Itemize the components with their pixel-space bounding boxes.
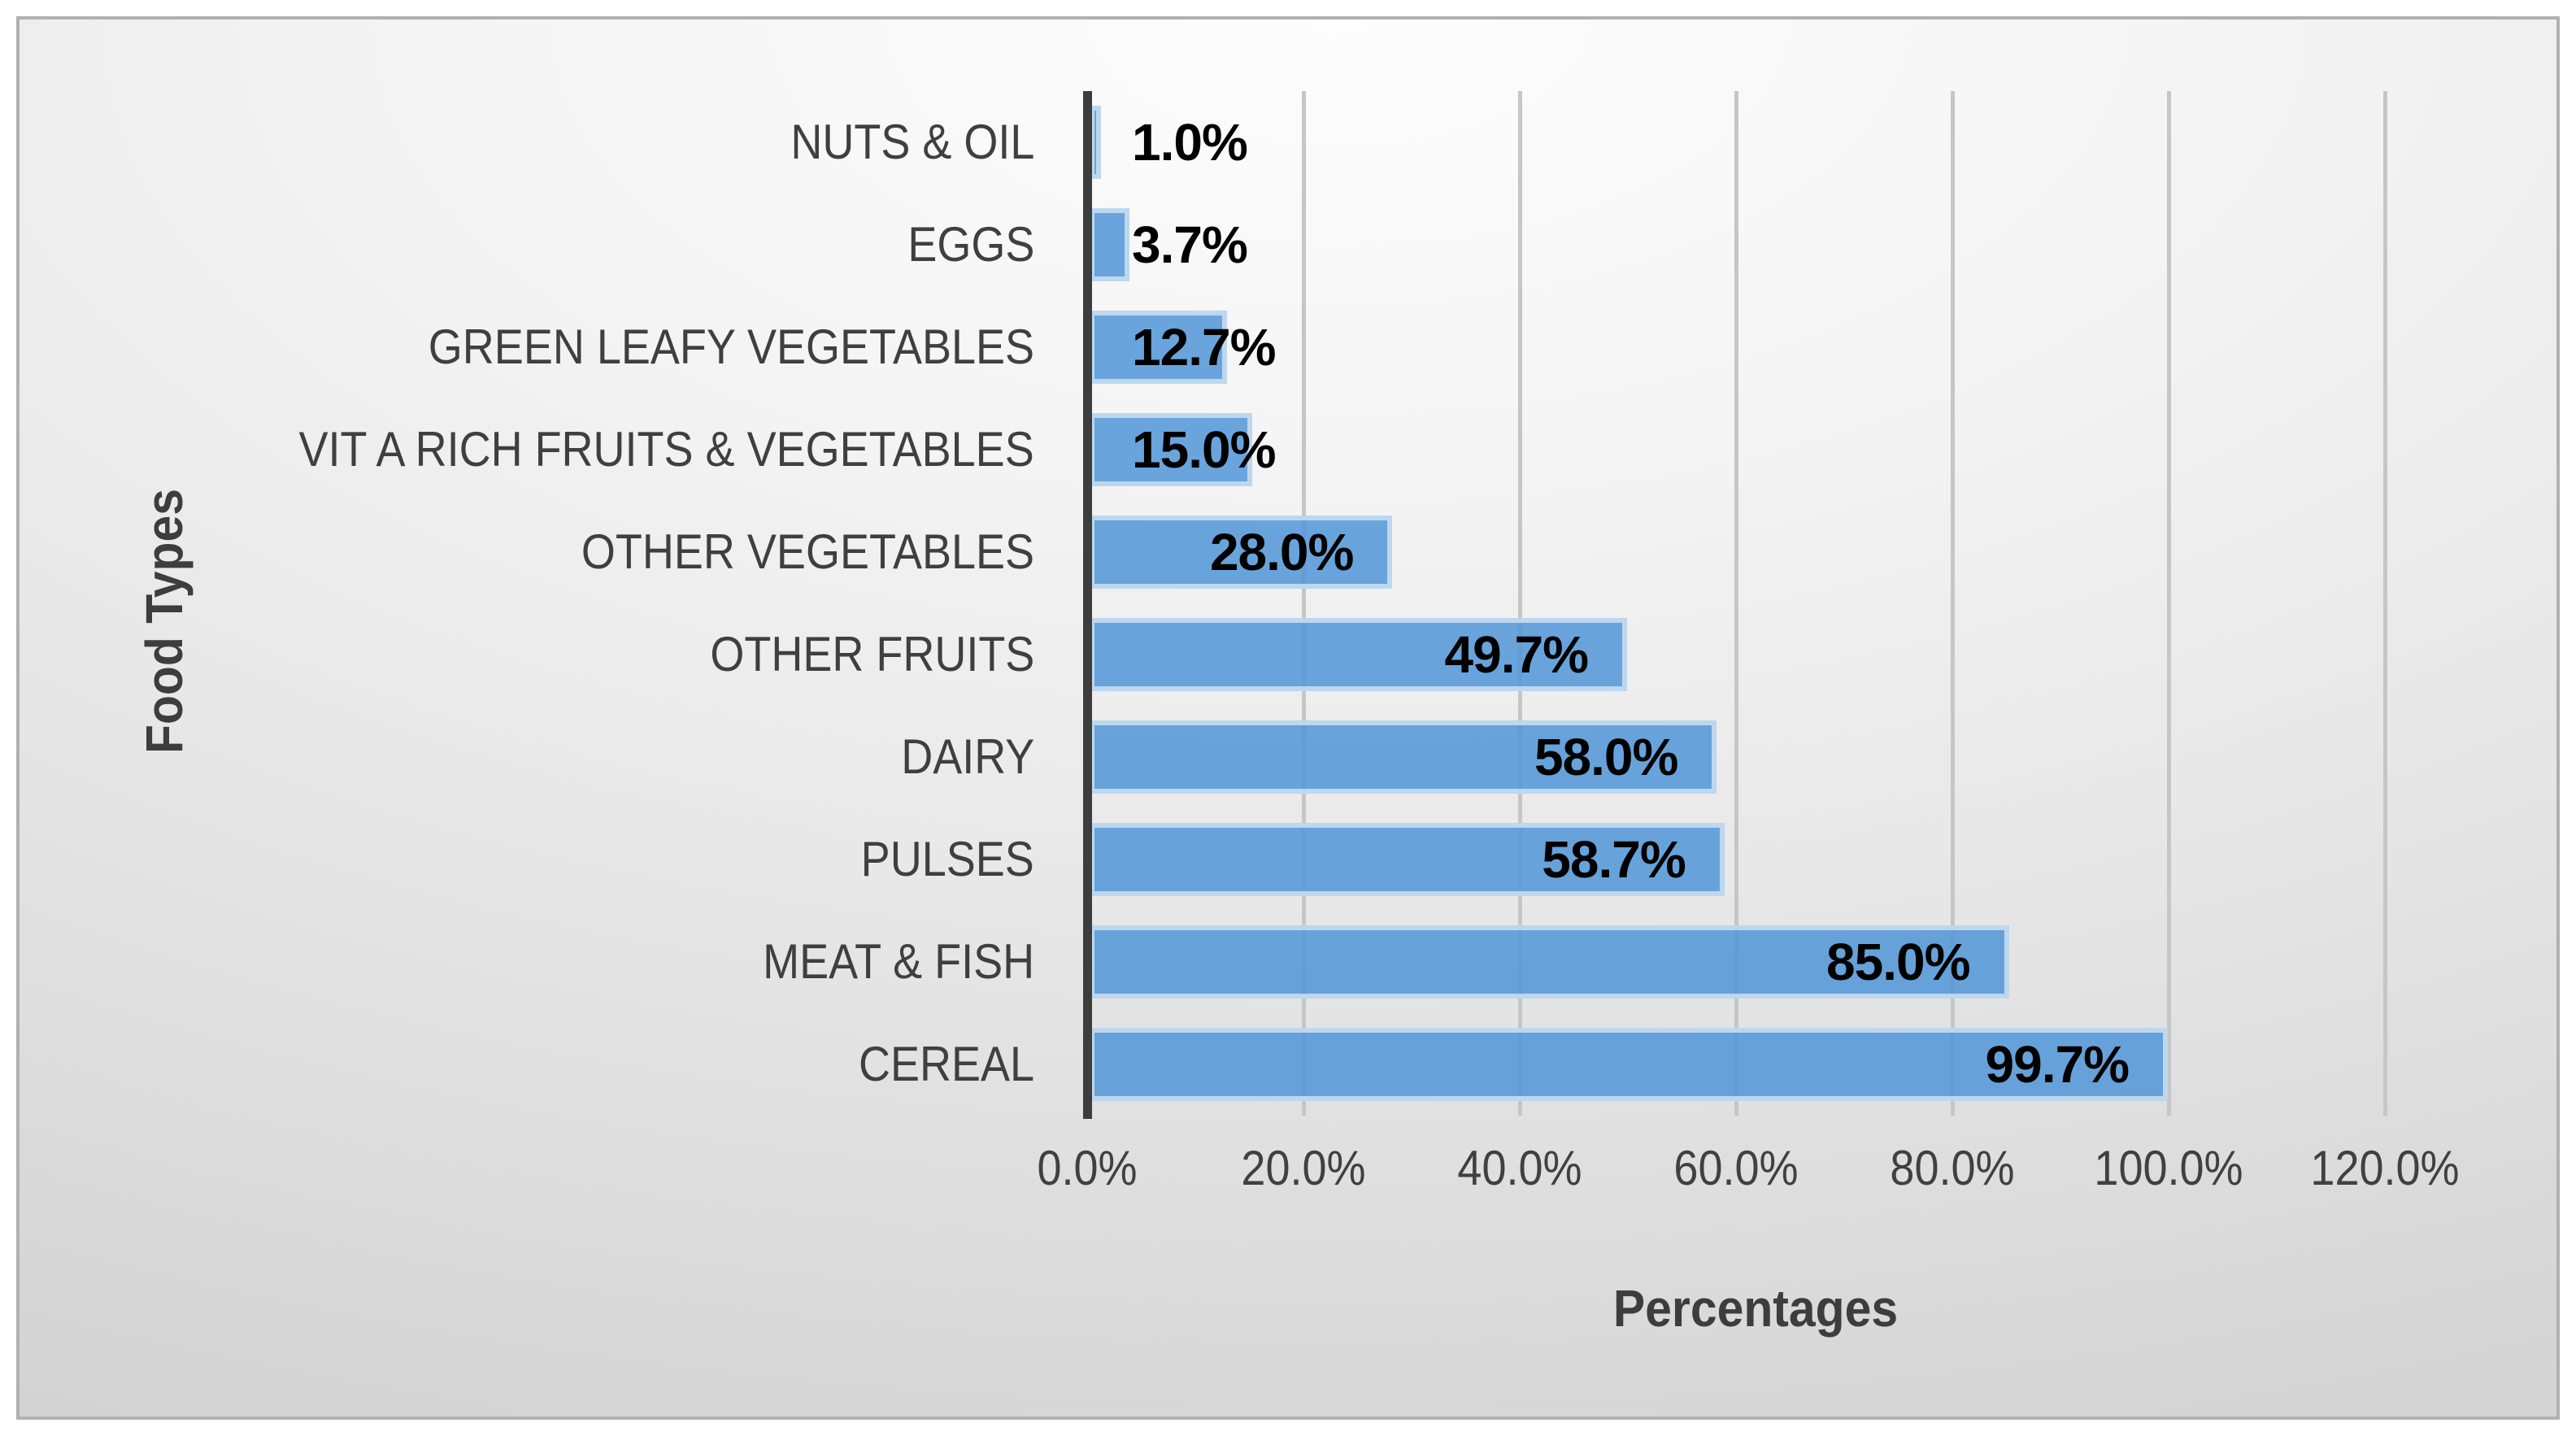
gridline	[1302, 91, 1306, 1116]
category-label-text: NUTS & OIL	[790, 115, 1034, 169]
bar	[1090, 106, 1101, 179]
bar	[1090, 311, 1227, 384]
gridline	[1518, 91, 1522, 1116]
gridline	[1951, 91, 1955, 1116]
category-label: DAIRY	[33, 706, 1034, 808]
bar	[1090, 823, 1725, 896]
x-tick-label: 60.0%	[1673, 1142, 1874, 1194]
x-axis-title: Percentages	[1613, 1278, 2065, 1338]
y-axis-line	[1083, 91, 1092, 1119]
category-label: OTHER VEGETABLES	[33, 501, 1034, 603]
bar-data-label: 85.0%	[1826, 933, 1970, 991]
x-tick-label: 100.0%	[2094, 1142, 2334, 1194]
plot-area: 1.0% 3.7% 12.7% 15.0% 28.0% 49.7% 58.0% 58.7% 85…	[1087, 91, 2387, 1116]
category-label-text: DAIRY	[900, 729, 1034, 784]
category-label: GREEN LEAFY VEGETABLES	[33, 296, 1034, 398]
category-label: NUTS & OIL	[33, 91, 1034, 194]
category-label: OTHER FRUITS	[33, 603, 1034, 706]
x-tick-label-text: 120.0%	[2310, 1141, 2460, 1195]
bar	[1090, 618, 1627, 691]
category-label: PULSES	[33, 808, 1034, 911]
gridline	[2167, 91, 2171, 1116]
chart-frame: Food Types Percentages	[16, 16, 2560, 1420]
category-label-text: GREEN LEAFY VEGETABLES	[428, 320, 1034, 374]
x-tick-label-text: 100.0%	[2094, 1141, 2243, 1195]
category-label: CEREAL	[33, 1013, 1034, 1116]
gridline	[2383, 91, 2387, 1116]
bar-data-label: 1.0%	[1132, 113, 1248, 172]
x-tick-label-text: 80.0%	[1890, 1141, 2015, 1195]
x-tick-label: 20.0%	[1241, 1142, 1442, 1194]
x-tick-label: 40.0%	[1457, 1142, 1658, 1194]
bar-data-label: 58.0%	[1534, 728, 1678, 786]
gridline	[1734, 91, 1738, 1116]
x-tick-label-text: 20.0%	[1241, 1141, 1366, 1195]
x-tick-label: 0.0%	[1037, 1142, 1199, 1194]
bar	[1090, 208, 1130, 281]
bar-data-label: 99.7%	[1985, 1035, 2130, 1094]
category-label-text: MEAT & FISH	[762, 934, 1034, 989]
bar-data-label: 15.0%	[1132, 420, 1276, 479]
category-label: VIT A RICH FRUITS & VEGETABLES	[33, 398, 1034, 501]
bar	[1090, 1028, 2168, 1101]
bar	[1090, 720, 1717, 794]
x-tick-label-text: 60.0%	[1673, 1141, 1799, 1195]
category-label-text: OTHER VEGETABLES	[581, 524, 1034, 579]
category-label: EGGS	[33, 194, 1034, 296]
x-tick-label-text: 0.0%	[1037, 1141, 1138, 1195]
category-label-text: EGGS	[907, 217, 1034, 272]
bar-data-label: 49.7%	[1444, 625, 1589, 684]
bar-data-label: 3.7%	[1132, 215, 1248, 274]
bar-data-label: 28.0%	[1209, 523, 1354, 581]
category-label-text: CEREAL	[858, 1037, 1034, 1091]
bar-data-label: 12.7%	[1132, 318, 1276, 376]
category-label-text: VIT A RICH FRUITS & VEGETABLES	[298, 422, 1034, 476]
category-label: MEAT & FISH	[33, 911, 1034, 1013]
x-tick-label-text: 40.0%	[1457, 1141, 1582, 1195]
bar	[1090, 925, 2009, 999]
x-tick-label: 120.0%	[2310, 1142, 2551, 1194]
category-label-text: PULSES	[860, 832, 1034, 886]
bar-data-label: 58.7%	[1542, 830, 1686, 889]
bar	[1090, 516, 1393, 589]
x-tick-label: 80.0%	[1890, 1142, 2091, 1194]
x-axis-title-text: Percentages	[1612, 1279, 1899, 1338]
category-label-text: OTHER FRUITS	[710, 627, 1034, 681]
